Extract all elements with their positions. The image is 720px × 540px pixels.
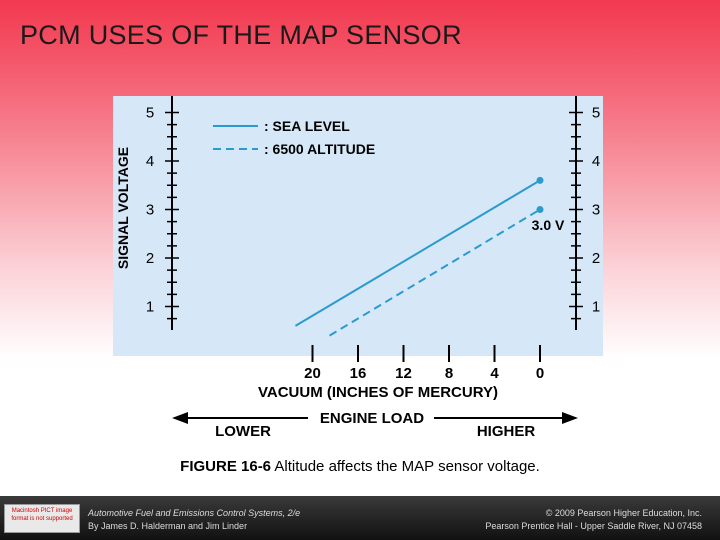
figure-caption-text: Altitude affects the MAP sensor voltage. (271, 458, 540, 475)
y-axis-title: SIGNAL VOLTAGE (115, 147, 131, 269)
figure-caption: FIGURE 16-6 Altitude affects the MAP sen… (0, 458, 720, 475)
book-title: Automotive Fuel and Emissions Control Sy… (88, 508, 301, 518)
y-tick-label-left: 5 (146, 105, 154, 122)
copyright-line: © 2009 Pearson Higher Education, Inc. (545, 508, 702, 518)
x-tick-label: 4 (490, 365, 499, 382)
y-tick-label-left: 1 (146, 299, 154, 316)
engine-load-lower-label: LOWER (215, 423, 271, 440)
axes (171, 96, 577, 330)
series-layer: 3.0 V (294, 176, 565, 337)
y-tick-label-left: 4 (146, 153, 154, 170)
book-credit: Automotive Fuel and Emissions Control Sy… (88, 507, 300, 533)
pict-placeholder-image: Macintosh PICT image format is not suppo… (4, 504, 80, 533)
altitude-6500-line (329, 208, 541, 337)
engine-load-higher-label: HIGHER (477, 423, 536, 440)
map-voltage-chart: 5 54 43 32 21 120 16 12 8 4 0 3.0 V : SEA LEVEL: 6… (115, 96, 600, 440)
x-tick-label: 12 (395, 365, 412, 382)
arrow-right-head (562, 412, 578, 424)
figure-number: FIGURE 16-6 (180, 458, 272, 475)
voltage-annotation: 3.0 V (532, 217, 565, 233)
y-tick-label-left: 3 (146, 202, 154, 219)
x-tick-label: 20 (304, 365, 321, 382)
legend-label: : 6500 ALTITUDE (264, 141, 375, 157)
slide-title: PCM USES OF THE MAP SENSOR (20, 20, 462, 50)
legend: : SEA LEVEL : 6500 ALTITUDE (213, 118, 375, 157)
engine-load-label: ENGINE LOAD (320, 410, 424, 427)
axis-labels: SIGNAL VOLTAGE VACUUM (INCHES OF MERCURY) (115, 147, 498, 401)
legend-label: : SEA LEVEL (264, 118, 350, 134)
copyright: © 2009 Pearson Higher Education, Inc. Pe… (485, 507, 702, 533)
y-tick-label-right: 4 (592, 153, 600, 170)
x-axis-title: VACUUM (INCHES OF MERCURY) (258, 384, 498, 401)
pict-placeholder-text: Macintosh PICT image format is not suppo… (11, 508, 73, 522)
sea-level-line (294, 179, 541, 327)
engine-load-arrow: ENGINE LOAD LOWER HIGHER (172, 410, 578, 440)
sea-level-end-point (536, 176, 544, 184)
publisher-line: Pearson Prentice Hall - Upper Saddle Riv… (485, 521, 702, 531)
y-tick-label-right: 1 (592, 299, 600, 316)
y-tick-label-left: 2 (146, 250, 154, 267)
y-tick-label-right: 5 (592, 105, 600, 122)
x-tick-label: 8 (445, 365, 453, 382)
axis-ticks: 5 54 43 32 21 120 16 12 8 4 0 (146, 105, 600, 383)
y-tick-label-right: 2 (592, 250, 600, 267)
altitude-end-point (536, 206, 544, 213)
book-authors: By James D. Halderman and Jim Linder (88, 521, 248, 531)
arrow-left-head (172, 412, 188, 424)
footer-bar: Macintosh PICT image format is not suppo… (0, 496, 720, 540)
x-tick-label: 0 (536, 365, 544, 382)
figure-panel (113, 96, 603, 356)
y-tick-label-right: 3 (592, 202, 600, 219)
x-tick-label: 16 (350, 365, 367, 382)
